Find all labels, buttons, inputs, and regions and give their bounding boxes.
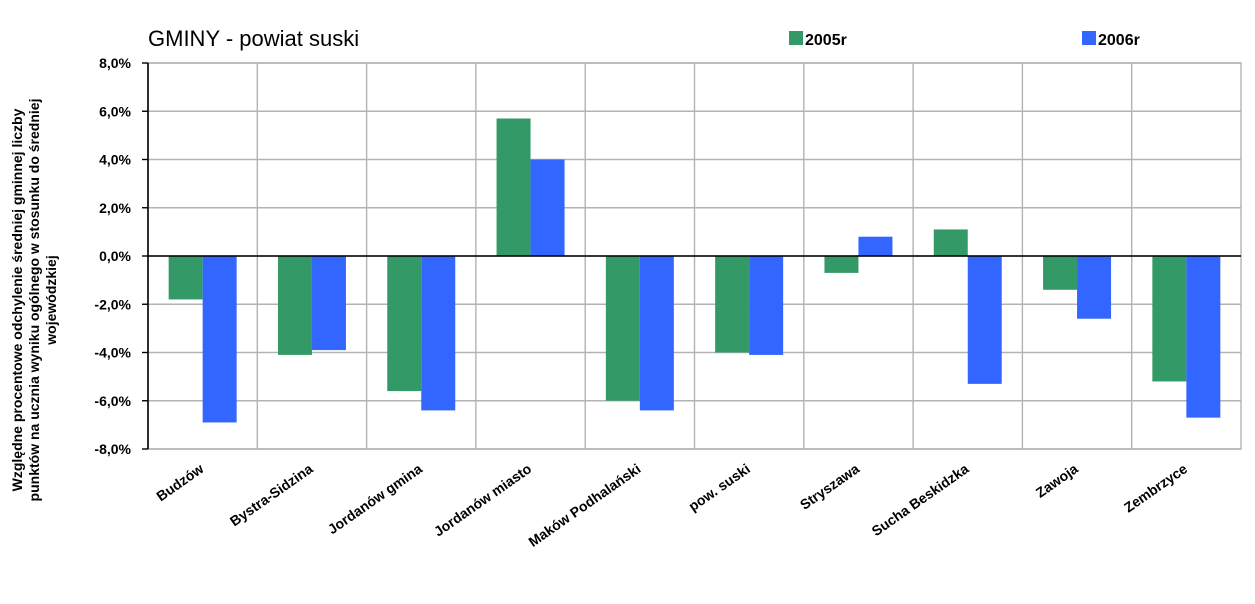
bar-2005r-3 [387, 256, 422, 392]
x-tick-label: Bystra-Sidzina [227, 460, 316, 529]
x-tick-labels: Budzów Bystra-Sidzina Jordanów gmina Jordan… [153, 460, 1190, 550]
y-axis-label-line-1: Względne procentowe odchylenie średniej … [9, 108, 25, 491]
bar-2006r-10 [1186, 256, 1221, 418]
y-axis-label-line-2: punktów na ucznia wyniku ogólnego w stos… [26, 99, 42, 502]
bar-2005r-1 [168, 256, 203, 300]
y-tick-label: 6,0% [99, 103, 131, 119]
x-tick-label: Maków Podhalański [525, 460, 643, 549]
y-tick-label: -6,0% [94, 393, 131, 409]
y-tick-label: 2,0% [99, 200, 131, 216]
bars [168, 118, 1221, 423]
x-tick-label: Sucha Beskidzka [869, 460, 972, 539]
axes [142, 62, 1241, 450]
bar-2006r-5 [639, 256, 674, 411]
y-axis-label: Względne procentowe odchylenie średniej … [9, 99, 59, 502]
bar-2005r-4 [496, 118, 531, 256]
x-tick-label: Zawoja [1033, 460, 1081, 500]
bar-2006r-6 [749, 256, 784, 355]
y-tick-label: 8,0% [99, 55, 131, 71]
y-tick-label: 4,0% [99, 152, 131, 168]
x-tick-label: Jordanów gmina [325, 460, 425, 537]
legend-swatch-2005r [789, 31, 803, 45]
y-axis-label-line-3: wojewódzkiej [43, 255, 59, 345]
bar-2005r-5 [605, 256, 640, 401]
bar-2005r-8 [933, 229, 968, 256]
x-tick-label: Budzów [153, 460, 206, 504]
bar-2005r-7 [824, 256, 859, 273]
legend-swatch-2006r [1082, 31, 1096, 45]
bar-2005r-2 [277, 256, 312, 355]
x-tick-label: Stryszawa [797, 460, 862, 513]
bar-2006r-2 [311, 256, 346, 351]
bar-2005r-10 [1152, 256, 1187, 382]
bar-2005r-9 [1043, 256, 1078, 290]
y-tick-labels: 8,0% 6,0% 4,0% 2,0% 0,0% -2,0% -4,0% -6,0% -8,0% [94, 55, 131, 457]
bar-2005r-6 [715, 256, 750, 353]
y-tick-label: -2,0% [94, 296, 131, 312]
bar-2006r-1 [202, 256, 237, 423]
bar-2006r-4 [530, 159, 565, 256]
bar-2006r-3 [421, 256, 456, 411]
y-tick-label: 0,0% [99, 248, 131, 264]
y-tick-label: -8,0% [94, 441, 131, 457]
legend-label-2005r: 2005r [805, 32, 847, 49]
x-tick-label: Jordanów miasto [431, 460, 534, 539]
legend: 2005r 2006r [789, 31, 1140, 49]
chart-title: GMINY - powiat suski [148, 26, 359, 51]
bar-2006r-8 [967, 256, 1002, 384]
x-tick-label: Zembrzyce [1121, 460, 1190, 515]
bar-2006r-9 [1077, 256, 1112, 319]
bar-2006r-7 [858, 236, 893, 256]
legend-label-2006r: 2006r [1098, 32, 1140, 49]
y-tick-label: -4,0% [94, 345, 131, 361]
x-tick-label: pow. suski [685, 460, 752, 514]
